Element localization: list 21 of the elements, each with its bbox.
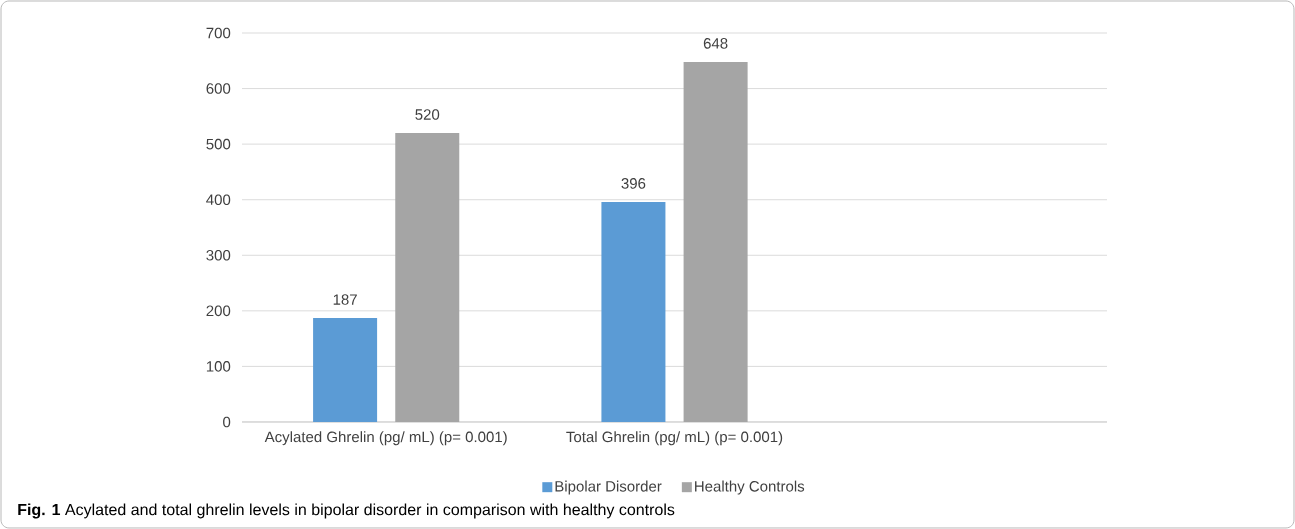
- y-tick-label: 100: [206, 361, 231, 372]
- data-label: 187: [333, 294, 357, 305]
- legend-label: Healthy Controls: [695, 480, 805, 495]
- data-label: 520: [415, 109, 440, 120]
- bar: [395, 133, 460, 422]
- y-tick-label: 300: [206, 249, 231, 261]
- y-tick-label: 600: [206, 83, 231, 94]
- y-tick-label: 500: [206, 138, 231, 150]
- bar: [601, 201, 666, 422]
- legend-label: Bipolar Disorder: [555, 480, 662, 495]
- x-tick-label: Acylated Ghrelin (pg/ mL) (p= 0.001): [264, 431, 507, 446]
- data-label: 648: [703, 38, 728, 49]
- bar: [313, 318, 378, 422]
- bar: [683, 61, 748, 422]
- y-tick-label: 0: [223, 416, 231, 428]
- x-tick-label: Total Ghrelin (pg/ mL) (p= 0.001): [566, 431, 783, 446]
- data-label: 396: [621, 178, 646, 189]
- y-tick-label: 200: [206, 305, 231, 317]
- text: Fig. 1 Acylated and total ghrelin levels in bipolar disorder in comparison with healthy controls: [18, 503, 675, 519]
- y-tick-label: 400: [206, 194, 231, 206]
- y-tick-label: 700: [206, 27, 231, 39]
